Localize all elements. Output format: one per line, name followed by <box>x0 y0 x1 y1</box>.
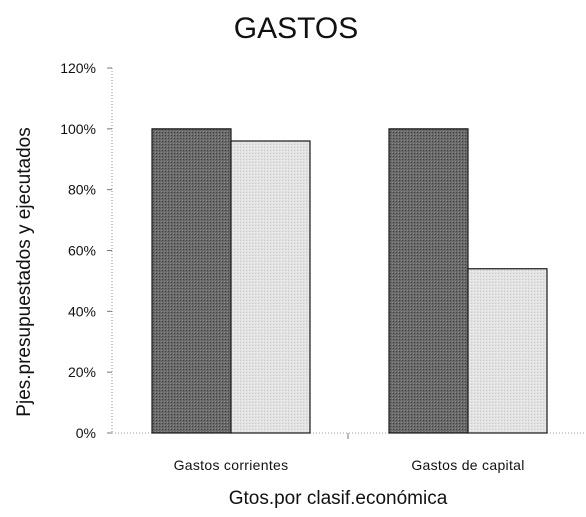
bars-group <box>151 128 548 434</box>
y-tick-label: 40% <box>68 303 96 319</box>
y-tick-label: 0% <box>76 425 96 441</box>
category-labels: Gastos corrientes Gastos de capital <box>174 457 525 473</box>
y-tick-label: 60% <box>68 243 96 259</box>
bar-1-series-2 <box>230 140 311 434</box>
x-axis <box>112 432 584 439</box>
bar-2-series-2 <box>467 268 548 434</box>
category-label: Gastos de capital <box>411 457 524 473</box>
category-label: Gastos corrientes <box>174 457 289 473</box>
y-axis: 0% 20% 40% 60% 80% 100% 120% <box>60 60 113 441</box>
bar-2-series-1 <box>388 128 469 434</box>
x-axis-title: Gtos.por clasif.económica <box>229 488 448 509</box>
bar-1-series-1 <box>151 128 232 434</box>
y-tick-label: 120% <box>60 60 96 76</box>
y-tick-label: 20% <box>68 364 96 380</box>
y-tick-label: 80% <box>68 182 96 198</box>
chart-title: GASTOS <box>234 12 358 45</box>
y-tick-label: 100% <box>60 121 96 137</box>
y-axis-title: Pjes.presupuestados y ejecutados <box>14 127 35 416</box>
